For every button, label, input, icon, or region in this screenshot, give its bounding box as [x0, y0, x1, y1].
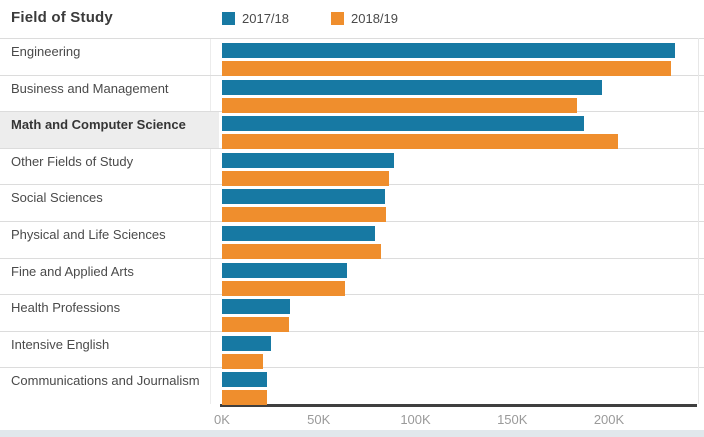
legend-label: 2017/18 — [242, 11, 289, 26]
category-labelbox[interactable]: Math and Computer Science — [0, 112, 219, 148]
category-row: Social Sciences — [0, 184, 704, 223]
bar-2018-19[interactable] — [222, 207, 386, 223]
legend-swatch-2018-19-icon — [331, 12, 344, 25]
category-labelbox[interactable]: Intensive English — [0, 332, 219, 368]
legend-swatch-2017-18-icon — [222, 12, 235, 25]
chart-header: Field of Study 2017/18 2018/19 — [0, 0, 704, 38]
bar-2017-18[interactable] — [222, 335, 271, 351]
category-label: Intensive English — [11, 336, 110, 352]
category-labelbox[interactable]: Fine and Applied Arts — [0, 259, 219, 295]
category-row: Communications and Journalism — [0, 367, 704, 406]
bar-2017-18[interactable] — [222, 79, 602, 95]
bar-2017-18[interactable] — [222, 372, 267, 388]
category-label: Communications and Journalism — [11, 373, 200, 389]
x-tick-label: 150K — [497, 412, 528, 427]
x-axis-ticks: 0K 50K 100K 150K 200K — [0, 412, 704, 430]
x-tick-label: 100K — [400, 412, 431, 427]
category-label: Fine and Applied Arts — [11, 263, 134, 279]
category-labelbox[interactable]: Health Professions — [0, 295, 219, 331]
bar-2017-18[interactable] — [222, 189, 385, 205]
category-labelbox[interactable]: Business and Management — [0, 76, 219, 112]
category-row: Intensive English — [0, 330, 704, 369]
category-row: Health Professions — [0, 294, 704, 333]
category-labelbox[interactable]: Other Fields of Study — [0, 149, 219, 185]
category-label: Other Fields of Study — [11, 153, 134, 169]
chart-rows: Engineering Business and Management Math a… — [0, 38, 704, 406]
category-labelbox[interactable]: Social Sciences — [0, 185, 219, 221]
bar-2018-19[interactable] — [222, 317, 289, 333]
category-label: Social Sciences — [11, 190, 103, 206]
legend-item-2018-19[interactable]: 2018/19 — [331, 11, 398, 26]
category-labelbox[interactable]: Physical and Life Sciences — [0, 222, 219, 258]
bar-2018-19[interactable] — [222, 134, 618, 150]
legend-label: 2018/19 — [351, 11, 398, 26]
category-label: Physical and Life Sciences — [11, 226, 166, 242]
bar-2018-19[interactable] — [222, 97, 577, 113]
bar-2018-19[interactable] — [222, 61, 671, 76]
x-tick-label: 200K — [593, 412, 625, 427]
category-row: Math and Computer Science — [0, 111, 704, 150]
bar-2018-19[interactable] — [222, 170, 389, 186]
category-row: Fine and Applied Arts — [0, 257, 704, 296]
bar-2017-18[interactable] — [222, 116, 584, 132]
bottom-strip — [0, 430, 704, 437]
x-tick-label: 50K — [307, 412, 331, 427]
bar-2018-19[interactable] — [222, 280, 345, 296]
x-tick-label: 0K — [214, 412, 230, 427]
category-row: Physical and Life Sciences — [0, 220, 704, 259]
bar-2017-18[interactable] — [222, 262, 347, 278]
chart-title: Field of Study — [11, 9, 113, 26]
legend-item-2017-18[interactable]: 2017/18 — [222, 11, 289, 26]
category-row: Business and Management — [0, 74, 704, 113]
plot-right-border — [698, 38, 699, 404]
bar-2018-19[interactable] — [222, 243, 381, 259]
category-row: Engineering — [0, 38, 704, 76]
category-labelbox[interactable]: Engineering — [0, 39, 219, 75]
bar-2018-19[interactable] — [222, 353, 263, 369]
bar-2017-18[interactable] — [222, 43, 675, 58]
bar-2017-18[interactable] — [222, 299, 290, 315]
category-row: Other Fields of Study — [0, 147, 704, 186]
category-label: Math and Computer Science — [11, 117, 186, 133]
bar-2017-18[interactable] — [222, 152, 394, 168]
category-label: Health Professions — [11, 300, 121, 316]
x-axis-line — [220, 404, 697, 407]
bar-2017-18[interactable] — [222, 225, 375, 241]
category-label: Business and Management — [11, 80, 169, 96]
category-label: Engineering — [11, 44, 81, 59]
bar-2018-19[interactable] — [222, 390, 267, 406]
category-labelbox[interactable]: Communications and Journalism — [0, 368, 219, 404]
